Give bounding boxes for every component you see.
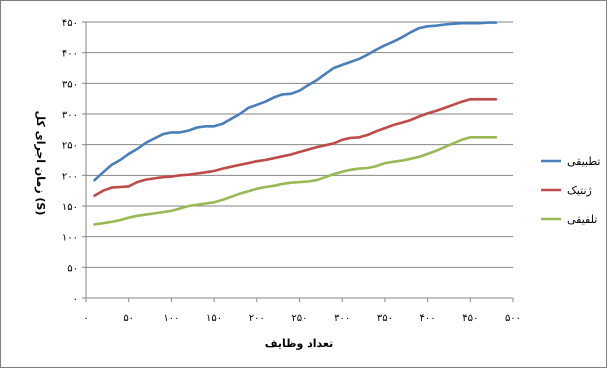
legend-label: ژنتیک [567, 184, 592, 197]
x-axis-title: تعداد وظایف [265, 337, 334, 350]
y-tick-label: ۵۰ [67, 263, 78, 274]
y-axis-ticks: ۰ ۵۰ ۱۰۰ ۱۵۰ ۲۰۰ ۲۵۰ ۳۰۰ ۳۵۰ ۴۰۰ ۴۵۰ [62, 18, 86, 305]
x-tick-label: ۲۰۰ [249, 313, 265, 324]
x-tick-label: ۴۵۰ [462, 313, 478, 324]
x-tick-label: ۱۵۰ [206, 313, 222, 324]
y-tick-label: ۴۵۰ [62, 18, 78, 29]
x-tick-label: ۰ [83, 313, 88, 324]
legend: تطبیقی ژنتیک تلفیقی [541, 155, 600, 226]
x-tick-label: ۳۵۰ [377, 313, 393, 324]
series-lines [93, 21, 498, 226]
y-tick-label: ۳۵۰ [62, 79, 78, 90]
x-tick-label: ۴۰۰ [420, 313, 436, 324]
x-tick-label: ۵۰ [123, 313, 134, 324]
x-tick-label: ۵۰۰ [505, 313, 521, 324]
legend-label: تلفیقی [567, 213, 597, 226]
x-tick-label: ۳۰۰ [334, 313, 350, 324]
y-tick-label: ۱۵۰ [62, 202, 78, 213]
gridlines [86, 21, 513, 268]
y-axis-title: زمان اجرای کل (S) [34, 111, 47, 216]
y-tick-label: ۲۵۰ [62, 141, 78, 152]
y-tick-label: ۳۰۰ [62, 110, 78, 121]
series-line-2 [93, 98, 498, 197]
y-tick-label: ۲۰۰ [62, 171, 78, 182]
series-line-3 [93, 136, 498, 226]
legend-label: تطبیقی [567, 155, 600, 168]
x-axis-ticks: ۰ ۵۰ ۱۰۰ ۱۵۰ ۲۰۰ ۲۵۰ ۳۰۰ ۳۵۰ ۴۰۰ ۴۵۰ ۵۰۰ [83, 298, 521, 324]
y-tick-label: ۴۰۰ [62, 49, 78, 60]
x-tick-label: ۱۰۰ [163, 313, 179, 324]
series-line-1 [93, 21, 498, 182]
y-tick-label: ۱۰۰ [62, 233, 78, 244]
x-tick-label: ۲۵۰ [291, 313, 307, 324]
y-tick-label: ۰ [73, 294, 78, 305]
